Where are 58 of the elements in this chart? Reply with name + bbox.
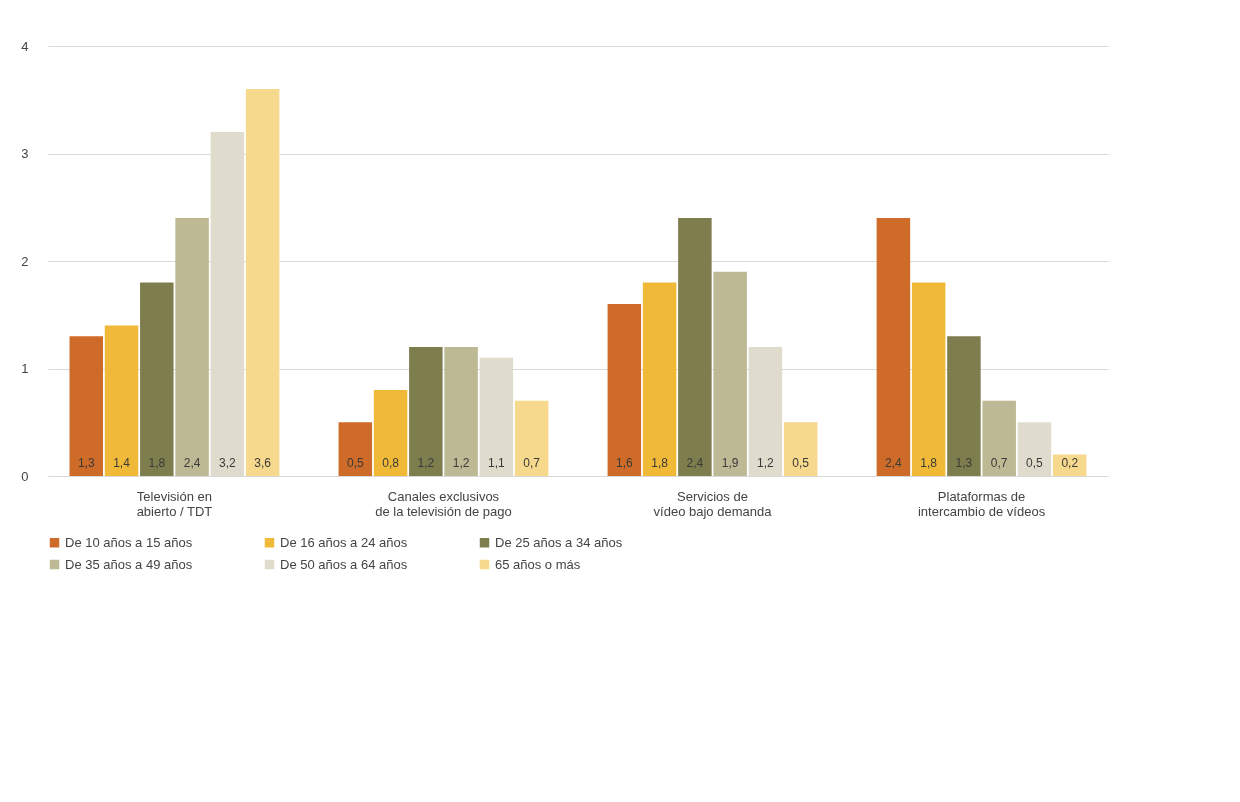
data-label: 2,4: [183, 456, 201, 470]
bar: [409, 347, 443, 476]
bar: [982, 400, 1016, 476]
data-label: 0,5: [346, 456, 364, 470]
data-label: 0,8: [382, 456, 400, 470]
bar: [444, 347, 478, 476]
data-label: 0,7: [523, 456, 541, 470]
legend-label: De 25 años a 34 años: [495, 534, 623, 550]
data-label: 2,4: [686, 456, 704, 470]
data-label: 1,8: [920, 456, 938, 470]
bar: [678, 218, 712, 476]
data-label: 0,5: [792, 456, 810, 470]
bar: [713, 271, 747, 476]
bar: [104, 325, 139, 476]
x-tick-label: Servicios de vídeo bajo demanda: [653, 488, 773, 519]
bar: [783, 422, 818, 476]
y-tick-label: 2: [21, 253, 29, 269]
bar: [642, 282, 677, 476]
legend-label: 65 años o más: [495, 556, 581, 572]
data-label: 1,2: [757, 456, 775, 470]
bar: [373, 390, 408, 476]
bar: [69, 336, 104, 476]
data-label: 1,6: [616, 456, 634, 470]
bar: [947, 336, 981, 476]
data-label: 3,2: [219, 456, 237, 470]
bar: [338, 422, 373, 476]
data-label: 3,6: [254, 456, 272, 470]
y-tick-label: 3: [21, 146, 29, 161]
bar: [911, 282, 946, 476]
legend-label: De 16 años a 24 años: [280, 534, 408, 550]
data-label: 1,3: [77, 456, 95, 470]
bar: [175, 218, 209, 476]
x-tick-label: Televisión en abierto / TDT: [136, 488, 213, 519]
data-label: 1,3: [955, 456, 973, 470]
data-label: 0,5: [1026, 456, 1044, 470]
bar: [876, 218, 911, 476]
y-tick-label: 0: [21, 468, 29, 484]
bar: [607, 304, 642, 476]
x-tick-label: Plataformas de intercambio de vídeos: [917, 488, 1046, 519]
data-label: 1,2: [452, 456, 470, 470]
y-tick-label: 1: [21, 361, 29, 376]
data-label: 1,9: [721, 456, 739, 470]
data-label: 0,2: [1061, 456, 1079, 470]
x-tick-label: Canales exclusivos de la televisión de pago: [375, 488, 512, 519]
bar: [245, 89, 280, 476]
y-tick-label: 4: [21, 38, 29, 54]
data-label: 1,1: [488, 456, 506, 470]
data-label: 2,4: [885, 456, 903, 470]
legend-label: De 50 años a 64 años: [280, 556, 408, 572]
legend-label: De 35 años a 49 años: [65, 556, 193, 572]
data-label: 1,2: [417, 456, 435, 470]
bar: [140, 282, 174, 476]
bar: [514, 400, 549, 476]
data-label: 1,8: [148, 456, 166, 470]
legend-label: De 10 años a 15 años: [65, 534, 193, 550]
data-label: 0,7: [990, 456, 1008, 470]
data-label: 1,4: [113, 456, 131, 470]
data-label: 1,8: [651, 456, 669, 470]
